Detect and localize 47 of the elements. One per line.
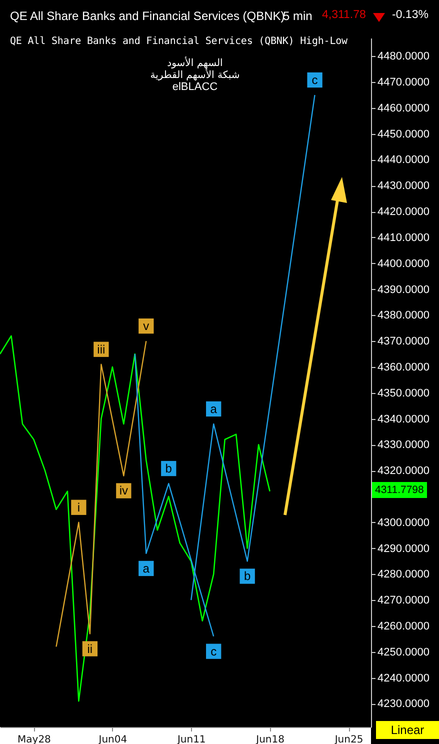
annotation: iv [119, 484, 128, 498]
y-tick-label: 4470.0000 [378, 76, 430, 89]
y-tick-label: 4480.0000 [378, 50, 430, 63]
y-tick-label: 4410.0000 [378, 232, 430, 244]
annotation: v [143, 319, 150, 334]
y-tick-label: 4360.0000 [378, 361, 430, 374]
y-tick-label: 4270.0000 [378, 594, 430, 607]
line-series [0, 335, 270, 702]
chart-subtitle: QE All Share Banks and Financial Services (QBNK) High-Low [10, 36, 348, 47]
y-tick-label: 4450.0000 [378, 128, 430, 140]
chart-title: QE All Share Banks and Financial Services (QBNK) [10, 9, 285, 23]
annotation: elBLACC [172, 81, 218, 93]
y-tick-label: 4440.0000 [378, 154, 430, 166]
annotation: c [312, 72, 318, 87]
annotation: شبكة الأسهم القطرية [150, 70, 240, 81]
y-tick-label: 4240.0000 [378, 672, 430, 684]
y-tick-label: 4290.0000 [378, 542, 430, 555]
y-tick-label: 4340.0000 [378, 413, 430, 426]
text: 4,311.78 [322, 9, 366, 21]
annotation: السهم الأسود [167, 58, 223, 69]
text: 4311.7798 [372, 482, 427, 498]
y-tick-label: 4400.0000 [378, 258, 430, 270]
text: -0.13% [392, 9, 428, 21]
text: 5 min [283, 9, 312, 23]
text: Linear [376, 721, 439, 739]
y-tick-label: 4300.0000 [378, 516, 430, 529]
annotation: ii [87, 642, 93, 656]
annotation: a [142, 561, 150, 576]
annotation: b [165, 462, 172, 476]
y-tick-label: 4260.0000 [378, 620, 430, 632]
annotation: iii [97, 342, 106, 356]
y-tick-label: 4320.0000 [378, 465, 430, 478]
y-tick-label: 4350.0000 [378, 387, 430, 400]
y-tick-label: 4230.0000 [378, 698, 430, 710]
annotation: i [77, 500, 80, 514]
y-tick-label: 4430.0000 [378, 180, 430, 192]
annotation: a [210, 402, 218, 416]
y-tick-label: 4370.0000 [378, 336, 430, 348]
y-tick-label: 4390.0000 [378, 284, 430, 296]
annotation: c [210, 644, 217, 658]
annotation: b [244, 569, 251, 584]
y-tick-label: 4280.0000 [378, 568, 430, 581]
y-tick-label: 4250.0000 [378, 646, 430, 658]
y-tick-label: 4420.0000 [378, 206, 430, 218]
y-tick-label: 4460.0000 [378, 102, 430, 114]
y-tick-label: 4330.0000 [378, 439, 430, 452]
y-tick-label: 4380.0000 [378, 310, 430, 322]
